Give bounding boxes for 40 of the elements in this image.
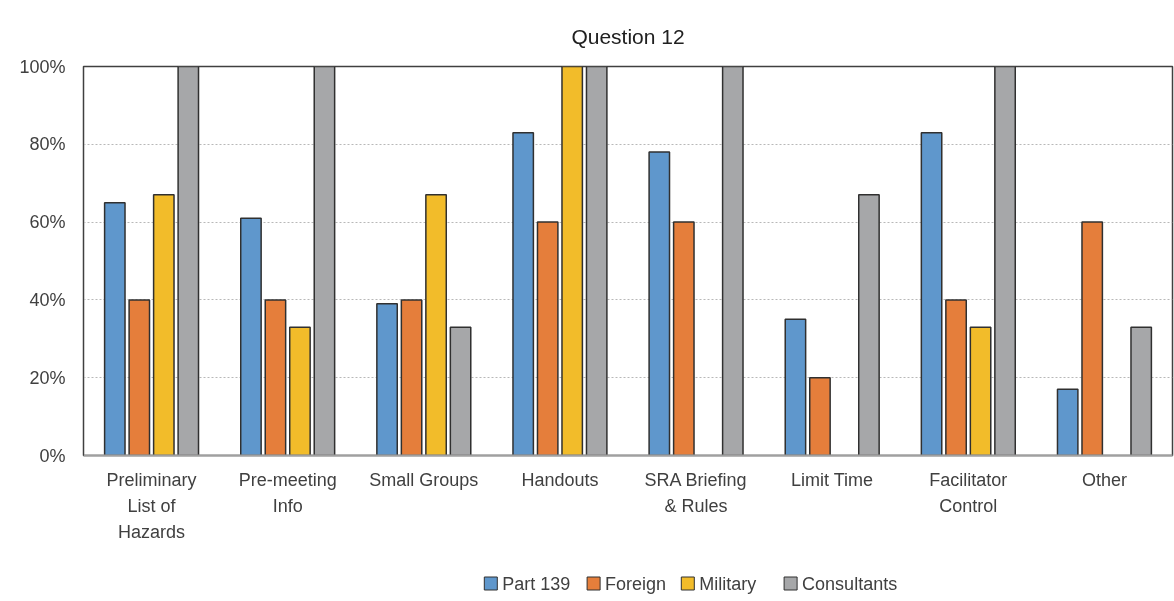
x-tick-label: Handouts [521, 469, 599, 490]
bar [512, 131, 535, 456]
x-tick-label: SRA Briefing & Rules [644, 469, 747, 516]
bar [400, 299, 423, 456]
bar [103, 201, 126, 456]
y-tick-label: 40% [29, 289, 66, 310]
y-tick-label: 60% [29, 212, 66, 233]
bar [239, 217, 262, 456]
bar [152, 194, 175, 456]
bar [128, 299, 151, 456]
bar [425, 194, 448, 456]
bar [648, 151, 671, 456]
legend-label: Foreign [605, 573, 667, 594]
bar [784, 318, 807, 456]
y-tick-label: 80% [29, 134, 66, 155]
bar [945, 299, 968, 456]
chart-title: Question 12 [571, 24, 685, 48]
bar [376, 303, 399, 456]
y-tick-label: 0% [39, 445, 66, 466]
x-tick-label: Limit Time [791, 469, 874, 490]
bar [1081, 221, 1104, 456]
legend-label: Part 139 [502, 573, 571, 594]
bar [264, 299, 287, 456]
legend-label: Consultants [802, 573, 898, 594]
x-tick-label: Other [1081, 469, 1127, 490]
x-tick-label: Preliminary List of Hazards [106, 469, 197, 542]
bar [920, 131, 943, 456]
bar [808, 376, 831, 456]
x-tick-label: Pre-meeting Info [238, 469, 337, 516]
bar [969, 326, 992, 456]
bar [288, 326, 311, 456]
legend-label: Military [699, 573, 757, 594]
x-tick-label: Facilitator Control [929, 469, 1008, 516]
bar [672, 221, 695, 456]
x-tick-label: Small Groups [369, 469, 479, 490]
bar [1056, 388, 1079, 456]
y-tick-label: 20% [29, 367, 66, 388]
bar [536, 221, 559, 456]
bar [561, 66, 584, 456]
y-tick-label: 100% [19, 56, 66, 77]
